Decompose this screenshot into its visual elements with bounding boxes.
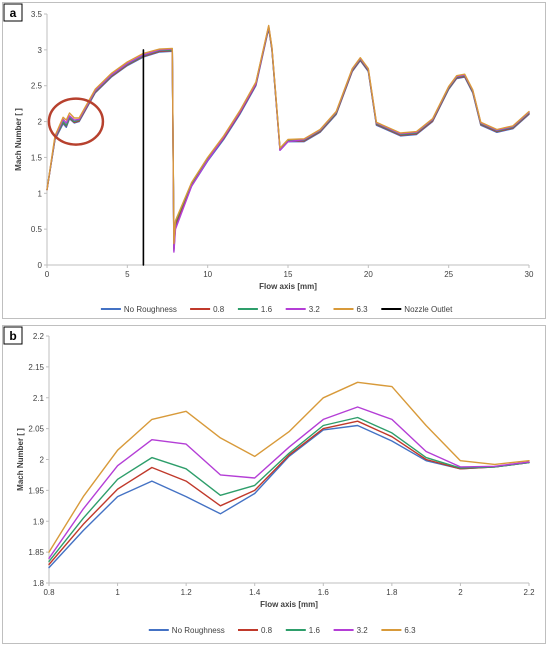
legend-label: 1.6 — [309, 626, 321, 635]
legend-item-no-roughness: No Roughness — [148, 626, 225, 635]
panel-a-plot: 0 0.5 1 1.5 2 2.5 3 3.5 0 5 10 15 20 25 30 Flow axis [m… — [14, 10, 534, 314]
y-tick-label: 3 — [38, 46, 43, 55]
panel-a-label-box — [3, 3, 23, 22]
legend-label: 1.6 — [261, 305, 273, 314]
legend-item-6-3: 6.3 — [381, 626, 416, 635]
legend-item-3-2: 3.2 — [333, 626, 369, 635]
legend-item-3-2: 3.2 — [285, 305, 321, 314]
legend-label: 3.2 — [309, 305, 321, 314]
series-line-0-8 — [48, 420, 530, 566]
legend-item-0-8: 0.8 — [190, 305, 225, 314]
x-tick-label: 1.8 — [386, 588, 398, 597]
legend-item-nozzle-outlet: Nozzle Outlet — [381, 305, 453, 314]
x-tick-label: 0.8 — [43, 588, 55, 597]
legend-label: 0.8 — [261, 626, 273, 635]
y-tick-label: 0.5 — [31, 225, 43, 234]
y-tick-label: 3.5 — [31, 10, 43, 19]
y-tick-label: 1.8 — [33, 579, 45, 588]
y-tick-label: 2.15 — [28, 363, 44, 372]
y-tick-label: 1.5 — [31, 153, 43, 162]
y-tick-label: 1.9 — [33, 517, 45, 526]
legend-label: 6.3 — [404, 626, 416, 635]
legend-item-no-roughness: No Roughness — [100, 305, 177, 314]
panel-a-frame — [2, 2, 546, 319]
panel-b-plot: 1.8 1.85 1.9 1.95 2 2.05 2.1 2.15 2.2 0.8 1 1.2 1.4 1… — [16, 332, 535, 635]
y-tick-label: 2 — [40, 456, 45, 465]
panel-b-frame — [2, 325, 546, 644]
x-tick-label: 25 — [444, 270, 453, 279]
series-line-6-3 — [48, 381, 530, 553]
legend-item-1-6: 1.6 — [237, 305, 273, 314]
panel-b-label: b — [9, 329, 16, 343]
legend-label: 3.2 — [357, 626, 369, 635]
x-tick-label: 1.4 — [249, 588, 261, 597]
legend-label: No Roughness — [172, 626, 225, 635]
x-tick-label: 2 — [458, 588, 463, 597]
x-tick-label: 15 — [284, 270, 293, 279]
highlight-circle — [47, 97, 105, 146]
x-tick-label: 1.2 — [181, 588, 193, 597]
x-tick-label: 1.6 — [318, 588, 330, 597]
y-tick-label: 2.1 — [33, 394, 45, 403]
y-tick-label: 1.95 — [28, 486, 44, 495]
y-axis-label: Mach Number [ ] — [14, 108, 23, 171]
x-tick-label: 2.2 — [523, 588, 535, 597]
x-tick-label: 0 — [45, 270, 50, 279]
legend-item-1-6: 1.6 — [285, 626, 321, 635]
x-axis-label: Flow axis [mm] — [260, 600, 318, 609]
y-tick-label: 2.05 — [28, 425, 44, 434]
y-tick-label: 0 — [38, 261, 43, 270]
y-tick-label: 2 — [38, 118, 43, 127]
series-line-1-6 — [48, 416, 530, 563]
legend-label: 0.8 — [213, 305, 225, 314]
x-tick-label: 10 — [203, 270, 212, 279]
panel-a-label: a — [10, 6, 17, 20]
x-axis-label: Flow axis [mm] — [259, 282, 317, 291]
y-tick-label: 1 — [38, 189, 43, 198]
x-tick-label: 20 — [364, 270, 373, 279]
series-line-3-2 — [48, 406, 530, 559]
legend-item-6-3: 6.3 — [333, 305, 369, 314]
y-tick-label: 1.85 — [28, 548, 44, 557]
legend-label: Nozzle Outlet — [404, 305, 453, 314]
x-tick-label: 1 — [115, 588, 120, 597]
y-tick-label: 2.5 — [31, 82, 43, 91]
x-tick-label: 5 — [125, 270, 130, 279]
panel-b-label-box — [3, 326, 23, 345]
y-axis-label: Mach Number [ ] — [16, 428, 25, 491]
series-line-6-3 — [46, 24, 530, 245]
legend-item-0-8: 0.8 — [238, 626, 273, 635]
legend-label: No Roughness — [124, 305, 177, 314]
y-tick-label: 2.2 — [33, 332, 45, 341]
legend-label: 6.3 — [357, 305, 369, 314]
x-tick-label: 30 — [525, 270, 534, 279]
